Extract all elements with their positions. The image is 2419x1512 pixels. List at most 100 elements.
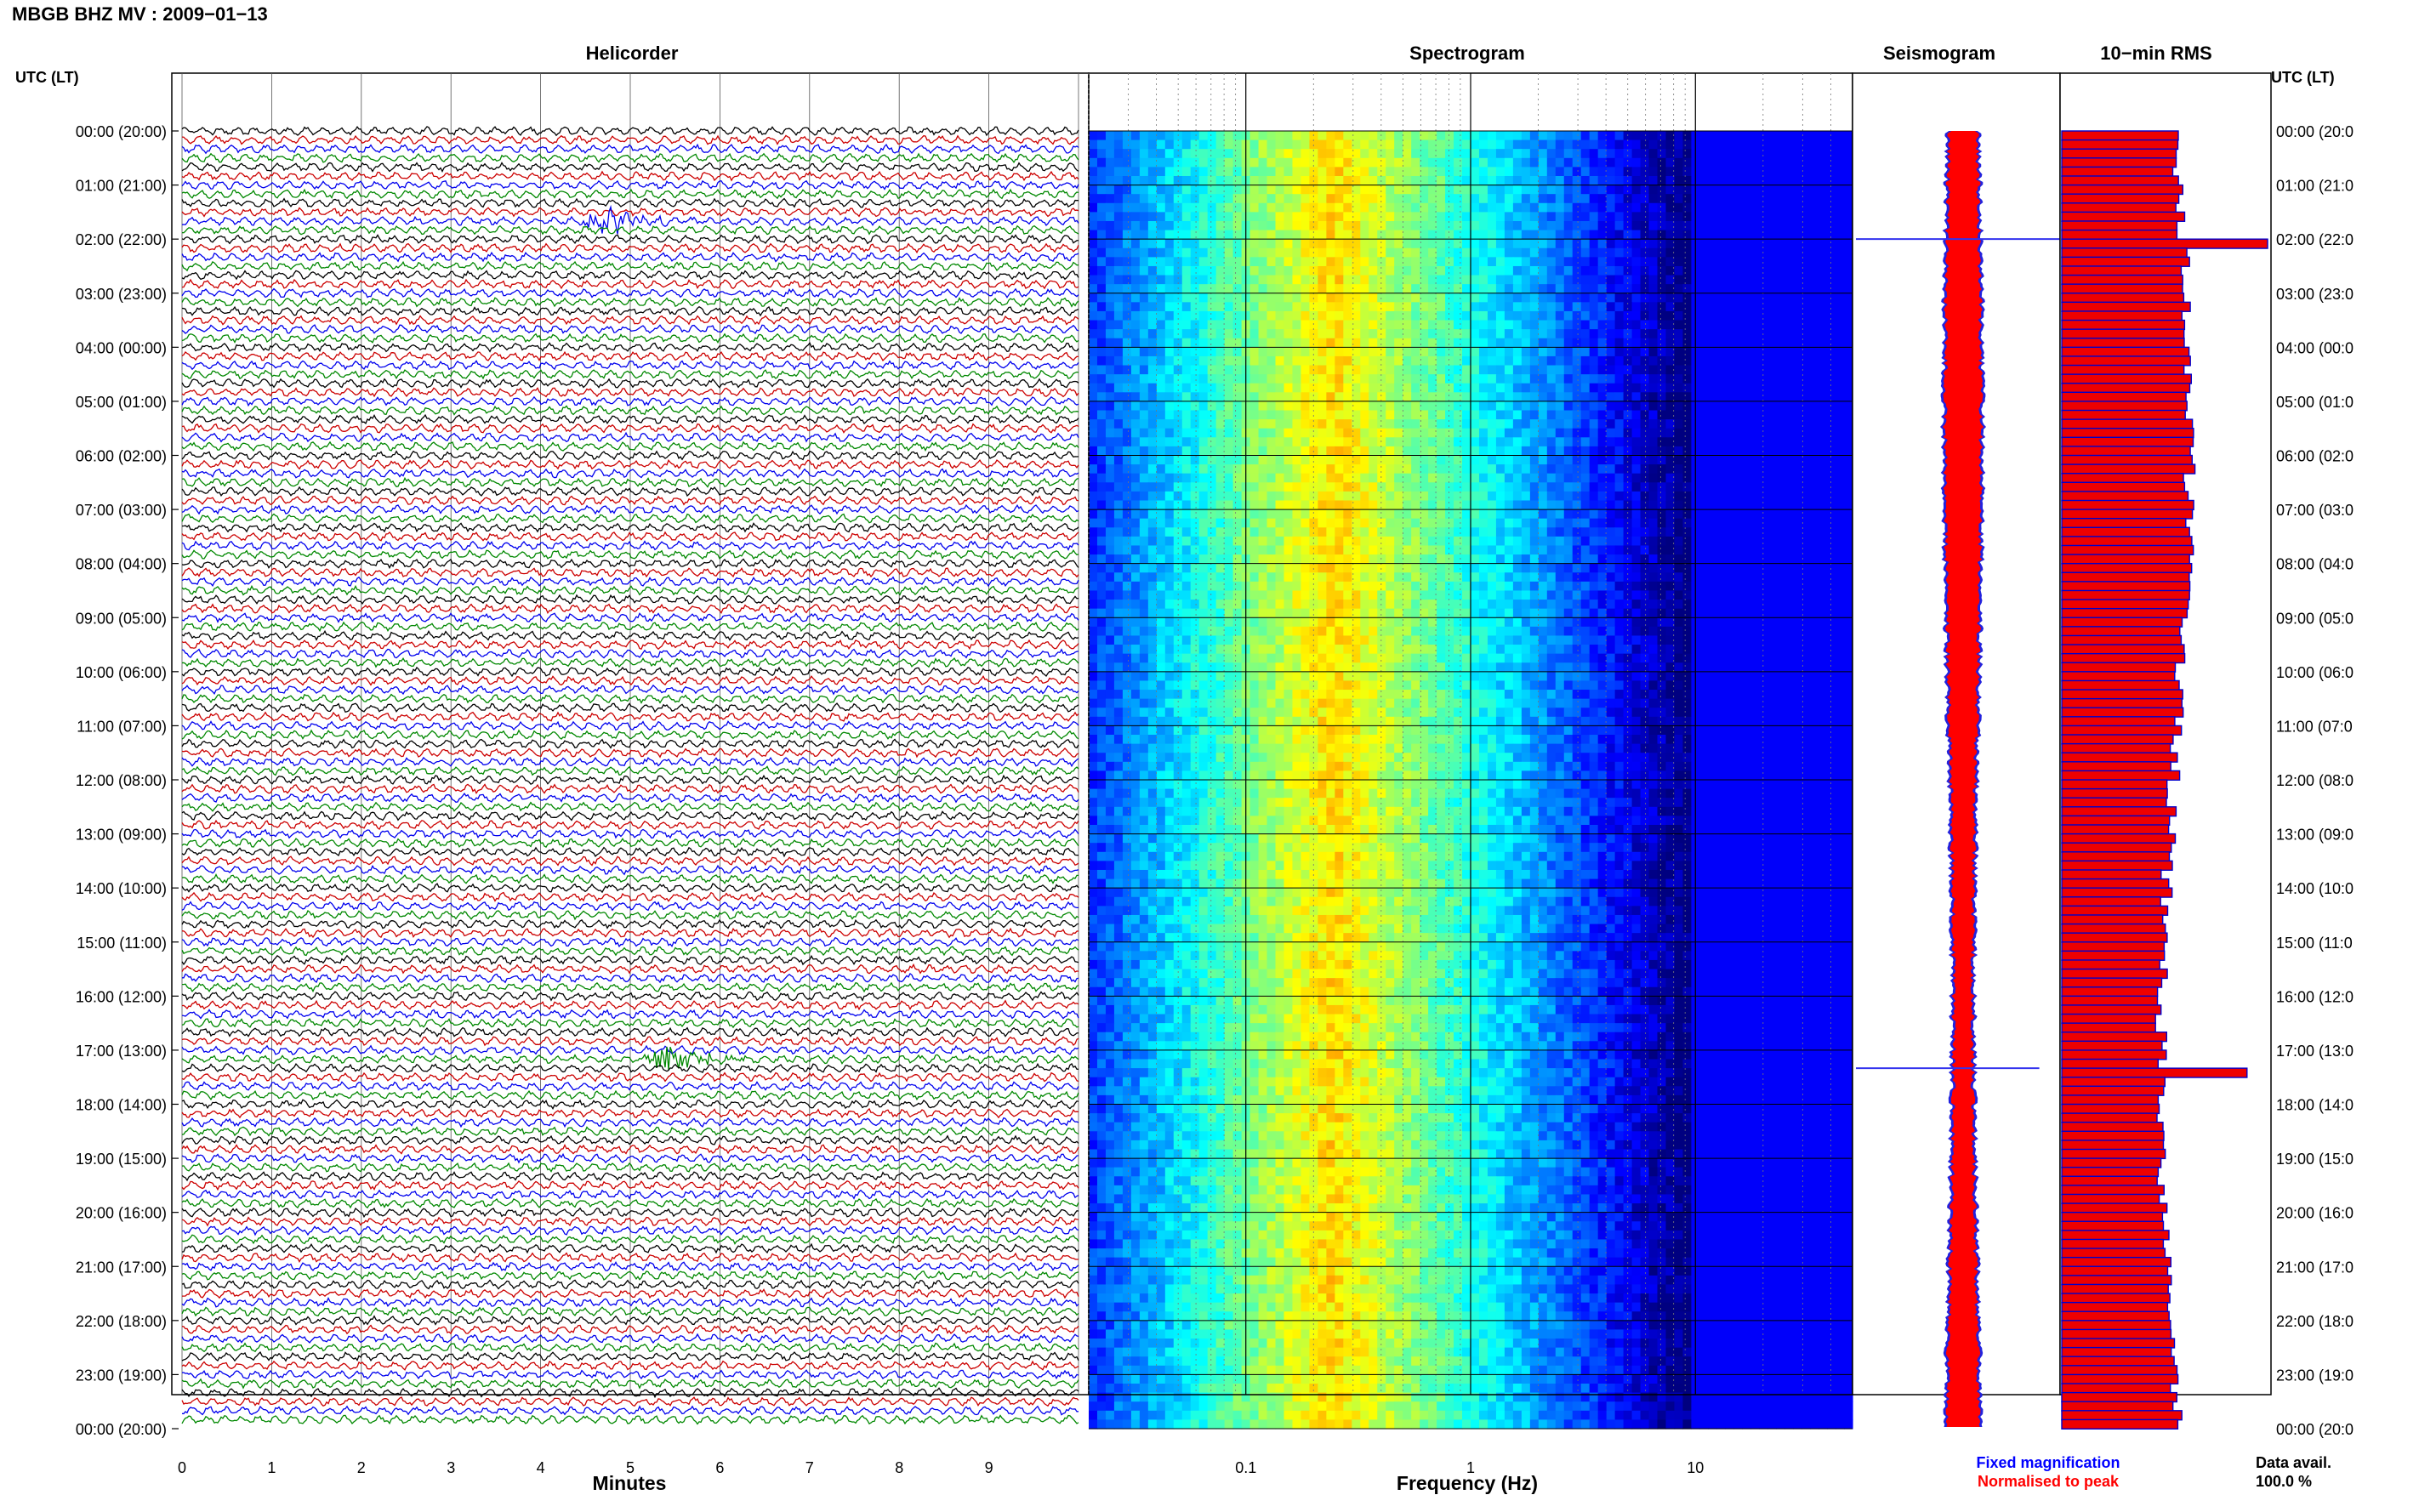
spectrogram-cell: [1682, 500, 1693, 510]
spectrogram-cell: [1283, 175, 1294, 186]
spectrogram-cell: [1343, 500, 1352, 510]
spectrogram-cell: [1580, 527, 1591, 537]
spectrogram-cell: [1640, 600, 1650, 610]
spectrogram-cell: [1360, 310, 1369, 321]
spectrogram-cell: [1538, 572, 1548, 583]
spectrogram-cell: [1521, 185, 1531, 195]
spectrogram-cell: [1105, 482, 1115, 492]
spectrogram-cell: [1190, 365, 1200, 375]
spectrogram-cell: [1844, 310, 1853, 321]
spectrogram-cell: [1318, 554, 1327, 565]
spectrogram-cell: [1462, 212, 1471, 222]
spectrogram-cell: [1844, 536, 1853, 547]
spectrogram-cell: [1504, 293, 1514, 303]
spectrogram-cell: [1122, 293, 1132, 303]
spectrogram-cell: [1139, 491, 1149, 502]
spectrogram-cell: [1699, 202, 1709, 213]
spectrogram-cell: [1462, 473, 1471, 483]
spectrogram-cell: [1699, 355, 1709, 367]
spectrogram-cell: [1309, 338, 1318, 348]
spectrogram-cell: [1335, 139, 1344, 150]
spectrogram-cell: [1156, 464, 1166, 475]
spectrogram-cell: [1716, 500, 1726, 510]
spectrogram-cell: [1529, 536, 1540, 547]
spectrogram-cell: [1352, 428, 1361, 438]
helicorder-trace: [181, 999, 1079, 1011]
spectrogram-cell: [1318, 220, 1327, 231]
spectrogram-cell: [1793, 167, 1802, 177]
spectrogram-cell: [1563, 527, 1574, 537]
spectrogram-cell: [1190, 536, 1200, 547]
utc-label-right: UTC (LT): [2271, 69, 2335, 86]
spectrogram-cell: [1326, 175, 1335, 186]
spectrogram-cell: [1478, 419, 1488, 429]
spectrogram-cell: [1580, 428, 1591, 438]
spectrogram-cell: [1326, 212, 1335, 222]
spectrogram-cell: [1105, 446, 1115, 457]
spectrogram-cell: [1403, 247, 1412, 258]
spectrogram-cell: [1266, 536, 1277, 547]
spectrogram-cell: [1292, 320, 1302, 330]
spectrogram-cell: [1360, 401, 1369, 412]
spectrogram-cell: [1360, 383, 1369, 393]
spectrogram-cell: [1266, 446, 1277, 457]
spectrogram-cell: [1343, 247, 1352, 258]
spectrogram-cell: [1164, 167, 1175, 177]
spectrogram-cell: [1801, 518, 1811, 528]
spectrogram-cell: [1487, 284, 1497, 294]
spectrogram-cell: [1173, 428, 1183, 438]
spectrogram-cell: [1089, 428, 1098, 438]
spectrogram-cell: [1181, 600, 1192, 610]
spectrogram-cell: [1275, 383, 1285, 393]
spectrogram-cell: [1725, 509, 1734, 520]
spectrogram-cell: [1181, 419, 1192, 429]
spectrogram-cell: [1478, 482, 1488, 492]
spectrogram-cell: [1640, 185, 1650, 195]
spectrogram-cell: [1733, 302, 1743, 312]
spectrogram-cell: [1411, 310, 1420, 321]
spectrogram-cell: [1708, 563, 1717, 573]
spectrogram-cell: [1130, 581, 1141, 592]
spectrogram-cell: [1597, 581, 1608, 592]
spectrogram-cell: [1173, 536, 1183, 547]
spectrogram-cell: [1326, 265, 1335, 276]
spectrogram-cell: [1266, 329, 1277, 339]
spectrogram-cell: [1580, 230, 1591, 240]
spectrogram-cell: [1454, 383, 1463, 393]
spectrogram-cell: [1623, 419, 1633, 429]
spectrogram-cell: [1173, 464, 1183, 475]
spectrogram-cell: [1403, 410, 1412, 420]
spectrogram-cell: [1657, 527, 1667, 537]
spectrogram-cell: [1369, 581, 1378, 592]
spectrogram-cell: [1122, 247, 1132, 258]
spectrogram-cell: [1190, 185, 1200, 195]
spectrogram-cell: [1437, 310, 1446, 321]
spectrogram-cell: [1589, 491, 1599, 502]
spectrogram-cell: [1801, 581, 1811, 592]
spectrogram-cell: [1386, 139, 1395, 150]
spectrogram-cell: [1580, 284, 1591, 294]
spectrogram-cell: [1258, 265, 1268, 276]
spectrogram-cell: [1572, 365, 1582, 375]
helicorder-trace: [181, 657, 1079, 668]
spectrogram-cell: [1147, 600, 1158, 610]
spectrogram-cell: [1394, 500, 1403, 510]
spectrogram-cell: [1589, 265, 1599, 276]
spectrogram-cell: [1258, 194, 1268, 204]
spectrogram-cell: [1437, 149, 1446, 159]
spectrogram-cell: [1793, 247, 1802, 258]
spectrogram-cell: [1793, 401, 1802, 412]
spectrogram-cell: [1631, 302, 1642, 312]
spectrogram-cell: [1572, 491, 1582, 502]
spectrogram-cell: [1606, 473, 1616, 483]
spectrogram-cell: [1105, 437, 1115, 447]
spectrogram-cell: [1708, 365, 1717, 375]
spectrogram-cell: [1665, 175, 1676, 186]
spectrogram-cell: [1555, 230, 1565, 240]
spectrogram-cell: [1105, 265, 1115, 276]
spectrogram-cell: [1343, 175, 1352, 186]
spectrogram-cell: [1538, 275, 1548, 285]
spectrogram-cell: [1657, 149, 1667, 159]
spectrogram-cell: [1089, 310, 1098, 321]
spectrogram-cell: [1403, 257, 1412, 267]
